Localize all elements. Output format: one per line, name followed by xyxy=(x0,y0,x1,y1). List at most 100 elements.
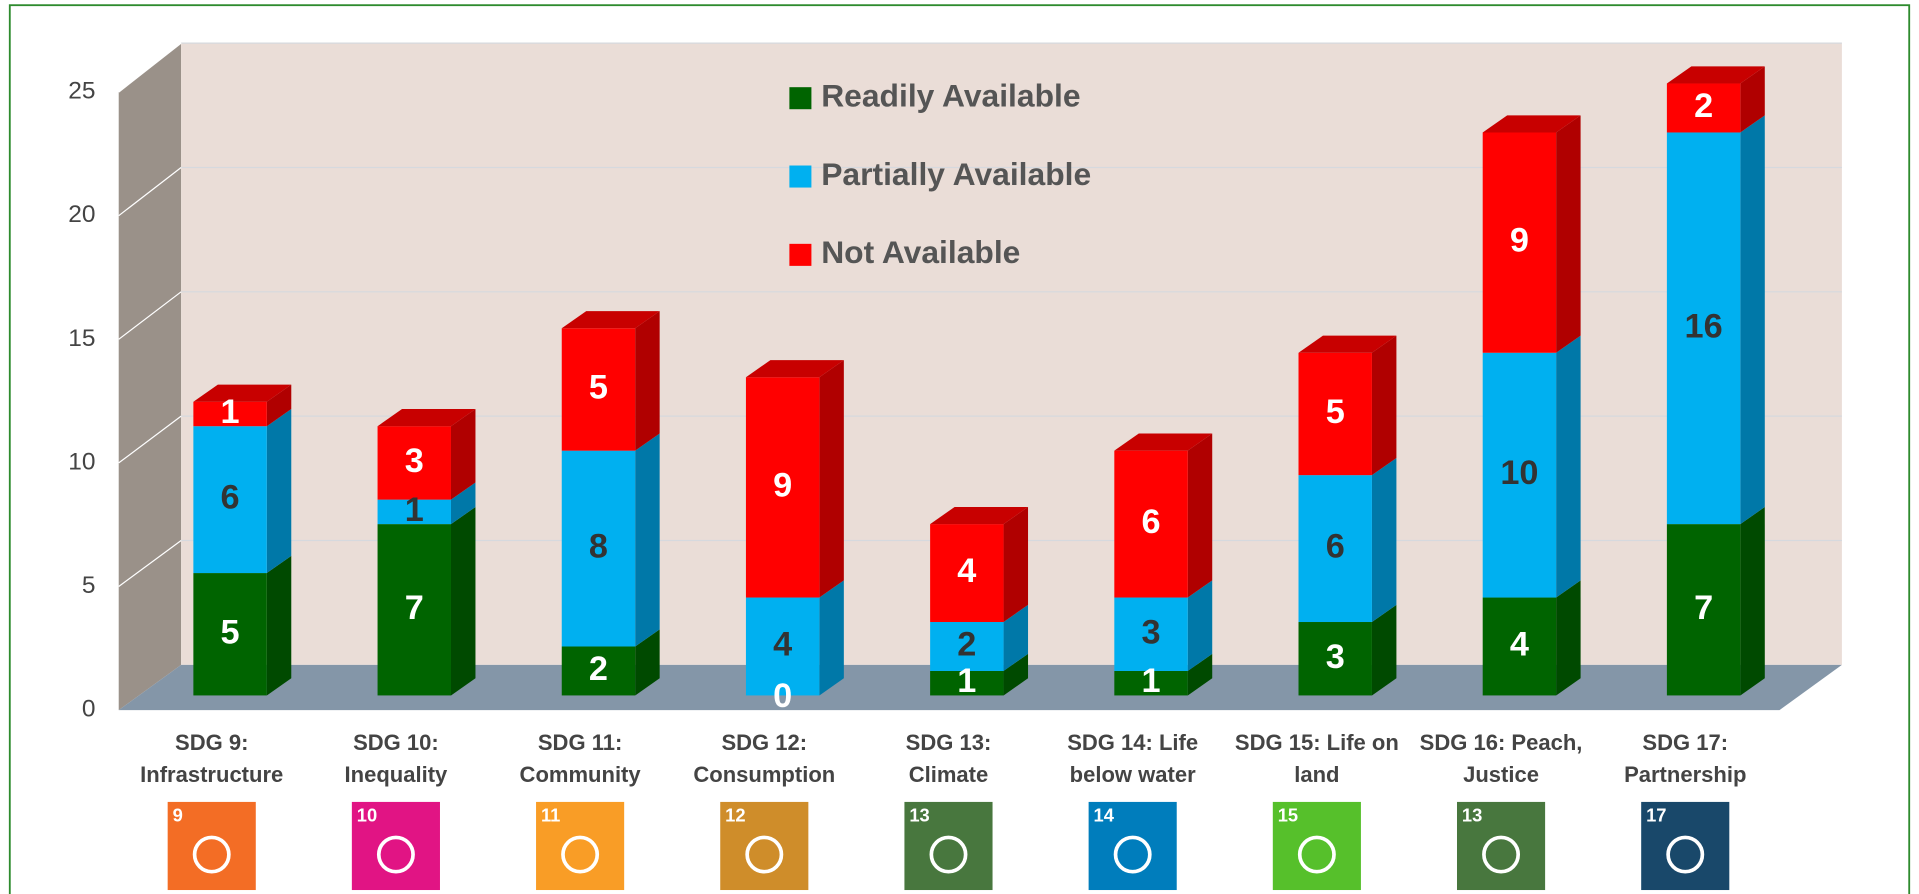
value-label: 2 xyxy=(1694,87,1713,125)
value-label: 3 xyxy=(1326,638,1345,676)
value-label: 6 xyxy=(1326,528,1345,566)
bar xyxy=(1298,622,1372,696)
x-tick-label: SDG 13: xyxy=(906,730,992,755)
bar-top xyxy=(1482,115,1581,133)
sdg-icon xyxy=(167,801,256,891)
legend-swatch xyxy=(789,165,812,188)
bar xyxy=(193,573,267,696)
bar-side xyxy=(635,311,660,451)
legend-swatch xyxy=(789,243,812,266)
bar-top xyxy=(1298,335,1397,353)
x-tick-label: below water xyxy=(1070,762,1196,787)
sdg-icon xyxy=(904,801,993,891)
sdg-icon-number: 13 xyxy=(909,804,929,825)
bar-side xyxy=(635,629,660,696)
bar xyxy=(1666,132,1741,525)
sdg-icon-number: 12 xyxy=(725,804,745,825)
value-label: 4 xyxy=(773,626,792,664)
bar xyxy=(1114,450,1188,598)
bar xyxy=(1298,352,1372,476)
bar xyxy=(1298,475,1372,623)
bar xyxy=(930,622,1004,671)
sdg-icon-number: 10 xyxy=(357,804,377,825)
value-label: 5 xyxy=(1326,393,1345,431)
value-label: 7 xyxy=(1694,589,1713,627)
bar-side xyxy=(1740,115,1765,525)
grid-line xyxy=(118,166,182,217)
bar-side xyxy=(1003,506,1029,623)
legend-label: Not Available xyxy=(821,234,1020,270)
legend-label: Readily Available xyxy=(821,78,1080,114)
bar xyxy=(193,426,267,574)
sdg-icon-symbol xyxy=(192,835,231,874)
sdg-icon-symbol xyxy=(1482,835,1521,874)
value-label: 10 xyxy=(1500,454,1538,492)
bar xyxy=(1666,83,1741,133)
x-tick-label: Consumption xyxy=(693,762,835,787)
x-tick-label: SDG 12: xyxy=(721,730,807,755)
x-tick-label: SDG 9: xyxy=(175,730,248,755)
x-tick-label: Justice xyxy=(1463,762,1539,787)
bar-top xyxy=(193,384,292,402)
grid-line xyxy=(118,415,182,464)
sdg-icon xyxy=(1641,801,1730,891)
bar-side xyxy=(819,360,844,598)
sdg-icon-symbol xyxy=(1297,835,1336,874)
bar xyxy=(377,499,451,525)
sdg-icon-symbol xyxy=(1666,835,1705,874)
bar-side xyxy=(1371,335,1397,476)
x-tick-label: SDG 11: xyxy=(538,730,622,755)
bar-top xyxy=(377,409,476,427)
sdg-icon-number: 15 xyxy=(1278,804,1298,825)
bar-side xyxy=(1187,653,1213,696)
x-tick-label: SDG 17: xyxy=(1642,730,1728,755)
bar xyxy=(561,450,636,647)
value-label: 9 xyxy=(1510,222,1529,260)
bar xyxy=(1114,597,1188,671)
sdg-icon xyxy=(720,801,809,891)
bar xyxy=(377,524,451,696)
bar xyxy=(745,377,820,598)
value-label: 1 xyxy=(957,662,976,700)
value-label: 1 xyxy=(1142,662,1161,700)
side-wall xyxy=(118,43,182,711)
bar xyxy=(1482,132,1557,353)
value-label: 1 xyxy=(221,393,240,431)
value-label: 4 xyxy=(957,552,976,590)
bar-side xyxy=(1556,335,1581,598)
bar xyxy=(561,328,636,451)
bar-side xyxy=(1740,506,1765,696)
y-tick-label: 15 xyxy=(68,325,95,352)
sdg-icon-symbol xyxy=(561,835,600,874)
bar-side xyxy=(635,433,660,647)
sdg-icon-symbol xyxy=(376,835,415,874)
bar xyxy=(1666,524,1741,696)
x-tick-label: Inequality xyxy=(345,762,449,787)
bar-side xyxy=(1556,580,1581,696)
x-tick-label: Partnership xyxy=(1624,762,1746,787)
sdg-icon xyxy=(1272,801,1361,891)
bar-side xyxy=(266,409,292,574)
bar xyxy=(930,670,1004,696)
value-label: 5 xyxy=(221,613,240,651)
bar-side xyxy=(266,384,292,427)
bar-top xyxy=(1114,433,1213,451)
sdg-icon xyxy=(536,801,625,891)
y-tick-label: 5 xyxy=(82,572,96,599)
frame xyxy=(8,4,1911,894)
sdg-icon-number: 14 xyxy=(1094,804,1115,825)
bar-side xyxy=(1187,580,1213,671)
sdg-icon-number: 17 xyxy=(1646,804,1666,825)
value-label: 2 xyxy=(957,626,976,664)
value-label: 3 xyxy=(405,442,424,480)
x-tick-label: SDG 16: Peach, xyxy=(1420,730,1583,755)
sdg-icon xyxy=(1456,801,1546,891)
bar-side xyxy=(1740,66,1765,133)
sdg-icon-symbol xyxy=(1113,835,1152,874)
value-label: 5 xyxy=(589,369,608,407)
sdg-icon xyxy=(1088,801,1177,891)
bar-side xyxy=(1371,604,1397,696)
bar-side xyxy=(1003,604,1029,671)
bar xyxy=(377,426,451,500)
